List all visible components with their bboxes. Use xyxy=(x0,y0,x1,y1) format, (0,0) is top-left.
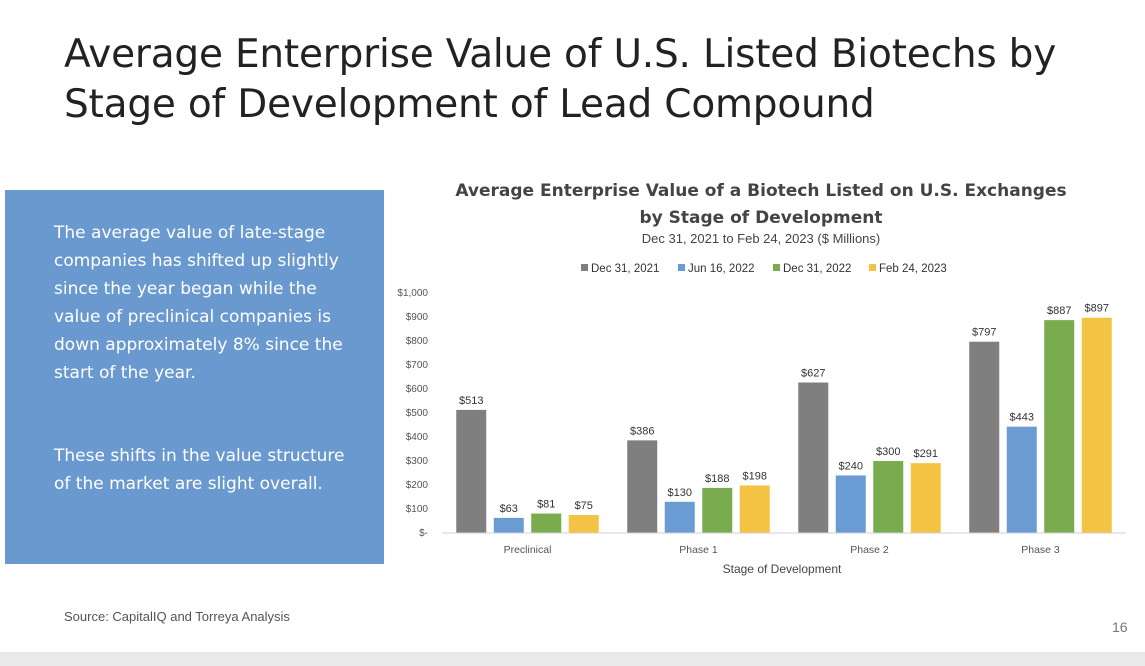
category-label: Phase 2 xyxy=(850,544,889,556)
y-tick-label: $- xyxy=(419,528,428,539)
data-label: $75 xyxy=(575,500,593,512)
y-tick-label: $700 xyxy=(406,360,429,371)
data-label: $513 xyxy=(459,395,483,407)
callout-box: The average value of late-stage companie… xyxy=(5,190,384,564)
category-label: Preclinical xyxy=(504,544,552,556)
bars-group xyxy=(456,317,1112,533)
data-label: $627 xyxy=(801,368,825,380)
bar xyxy=(493,517,524,533)
x-axis: Preclinical Phase 1 Phase 2 Phase 3 xyxy=(442,532,1126,556)
x-axis-title: Stage of Development xyxy=(723,562,842,576)
data-label: $240 xyxy=(839,460,863,472)
data-label: $300 xyxy=(876,446,900,458)
bar xyxy=(627,440,658,533)
legend-swatch xyxy=(678,264,685,271)
data-label: $887 xyxy=(1047,305,1071,317)
data-label: $386 xyxy=(630,425,654,437)
y-tick-label: $200 xyxy=(406,480,429,491)
chart-subtitle: Dec 31, 2021 to Feb 24, 2023 ($ Millions… xyxy=(642,231,880,246)
data-label: $63 xyxy=(500,503,518,515)
bar xyxy=(835,475,866,533)
data-label: $291 xyxy=(914,448,938,460)
bar-chart: Average Enterprise Value of a Biotech Li… xyxy=(397,181,1126,576)
category-label: Phase 1 xyxy=(679,544,718,556)
data-label: $81 xyxy=(537,499,555,511)
y-tick-label: $800 xyxy=(406,336,429,347)
bar xyxy=(568,515,599,533)
slide-title: Average Enterprise Value of U.S. Listed … xyxy=(64,32,1057,127)
y-tick-label: $900 xyxy=(406,312,429,323)
bar xyxy=(1081,317,1112,533)
legend-swatch xyxy=(581,264,588,271)
legend-label: Dec 31, 2022 xyxy=(783,263,851,275)
data-label: $797 xyxy=(972,327,996,339)
bar xyxy=(1006,426,1037,533)
bar xyxy=(873,461,904,533)
legend-swatch xyxy=(869,264,876,271)
y-axis: $- $100 $200 $300 $400 $500 $600 $700 $800 $900 $1… xyxy=(397,288,428,539)
data-label: $443 xyxy=(1010,412,1034,424)
y-tick-label: $500 xyxy=(406,408,429,419)
data-labels-group: $513 $63 $81 $75 $386 $130 $188 $198 $627 $240 $30… xyxy=(459,303,1109,515)
page-number: 16 xyxy=(1112,619,1128,635)
legend-label: Jun 16, 2022 xyxy=(688,263,755,275)
legend-label: Dec 31, 2021 xyxy=(591,263,659,275)
chart-title-line-2: by Stage of Development xyxy=(639,208,882,228)
y-tick-label: $400 xyxy=(406,432,429,443)
data-label: $130 xyxy=(668,487,692,499)
data-label: $188 xyxy=(705,473,729,485)
y-tick-label: $300 xyxy=(406,456,429,467)
callout-paragraph-1: The average value of late-stage companie… xyxy=(54,223,343,383)
legend-swatch xyxy=(773,264,780,271)
bar xyxy=(739,485,770,533)
bar xyxy=(798,382,829,533)
y-tick-label: $1,000 xyxy=(397,288,428,299)
data-label: $198 xyxy=(743,470,767,482)
bar xyxy=(969,341,1000,533)
bottom-band xyxy=(0,652,1145,666)
chart-title-line-1: Average Enterprise Value of a Biotech Li… xyxy=(455,181,1066,201)
bar xyxy=(664,501,695,533)
category-label: Phase 3 xyxy=(1021,544,1060,556)
bar xyxy=(531,513,562,533)
source-note: Source: CapitalIQ and Torreya Analysis xyxy=(64,609,290,624)
bar xyxy=(910,463,941,533)
data-label: $897 xyxy=(1085,303,1109,315)
chart-legend: Dec 31, 2021 Jun 16, 2022 Dec 31, 2022 Feb … xyxy=(581,263,947,275)
legend-label: Feb 24, 2023 xyxy=(879,263,947,275)
bar xyxy=(456,409,487,533)
bar xyxy=(702,487,733,533)
y-tick-label: $600 xyxy=(406,384,429,395)
y-tick-label: $100 xyxy=(406,504,429,515)
callout-paragraph-2: These shifts in the value structure of t… xyxy=(54,446,345,494)
bar xyxy=(1044,320,1075,533)
